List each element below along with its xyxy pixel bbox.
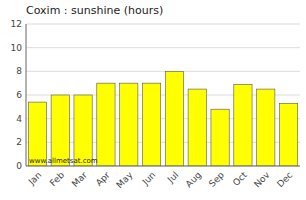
grid-line (26, 47, 300, 48)
x-tick-label: Sep (207, 170, 226, 189)
grid-line (26, 24, 300, 25)
x-tick-label: Feb (48, 170, 67, 189)
x-tick-label: Nov (252, 169, 272, 189)
bar (257, 89, 275, 166)
chart-container: Coxim : sunshine (hours)024681012JanFebM… (0, 0, 306, 200)
y-tick-label: 10 (11, 43, 23, 53)
x-tick-label: Oct (231, 170, 249, 188)
x-tick-label: Aug (184, 170, 204, 190)
x-tick-label: May (114, 169, 135, 190)
x-tick-label: Apr (94, 170, 112, 188)
grid (26, 24, 300, 166)
bar (234, 84, 252, 166)
bar (142, 83, 160, 166)
watermark: www.allmetsat.com (29, 157, 98, 165)
title: Coxim : sunshine (hours) (26, 4, 163, 17)
y-tick-label: 0 (16, 161, 22, 171)
grid-line (26, 71, 300, 72)
grid-line (26, 166, 300, 167)
y-tick-label: 2 (16, 137, 22, 147)
bars (28, 71, 297, 166)
bar (188, 89, 206, 166)
x-tick-label: Mar (70, 170, 89, 189)
bar (51, 95, 69, 166)
bar (120, 83, 138, 166)
y-tick-label: 12 (11, 19, 22, 29)
x-tick-label: Jun (140, 170, 158, 188)
chart-svg: Coxim : sunshine (hours)024681012JanFebM… (0, 0, 306, 200)
x-axis-line (26, 166, 300, 167)
y-axis-line (26, 24, 27, 166)
x-tick-label: Jul (165, 170, 180, 185)
bar (211, 109, 229, 166)
bar (279, 103, 297, 166)
y-tick-label: 6 (16, 90, 22, 100)
y-tick-label: 8 (16, 66, 22, 76)
x-tick-label: Jan (26, 170, 44, 188)
bar (97, 83, 115, 166)
y-tick-label: 4 (16, 114, 22, 124)
bar (74, 95, 92, 166)
bar (165, 71, 183, 166)
x-tick-label: Dec (275, 170, 294, 189)
